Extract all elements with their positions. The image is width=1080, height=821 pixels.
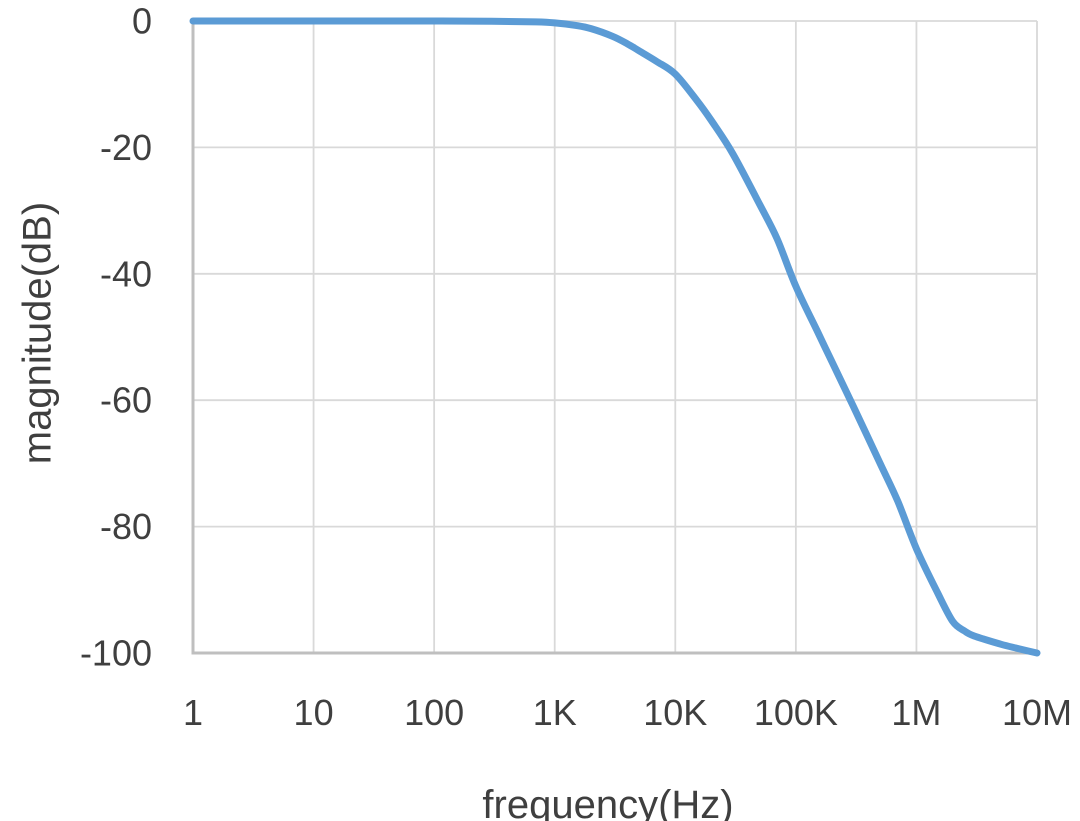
x-tick-label: 1K xyxy=(533,692,577,733)
x-tick-label: 100 xyxy=(404,692,464,733)
x-tick-label: 1M xyxy=(891,692,941,733)
x-tick-label: 100K xyxy=(754,692,838,733)
x-tick-label: 10K xyxy=(643,692,707,733)
magnitude-curve xyxy=(189,17,1041,657)
x-tick-label: 1 xyxy=(183,692,203,733)
x-tick-label: 10M xyxy=(1002,692,1072,733)
x-tick-label: 10 xyxy=(294,692,334,733)
y-axis-title: magnitude(dB) xyxy=(15,201,60,465)
y-tick-label: -20 xyxy=(100,127,152,168)
y-tick-label: -80 xyxy=(100,506,152,547)
y-tick-label: -60 xyxy=(100,380,152,421)
x-axis-title: frequency(Hz) xyxy=(482,783,734,821)
y-tick-label: -40 xyxy=(100,253,152,294)
y-tick-label: 0 xyxy=(132,1,152,42)
y-tick-label: -100 xyxy=(80,633,152,674)
